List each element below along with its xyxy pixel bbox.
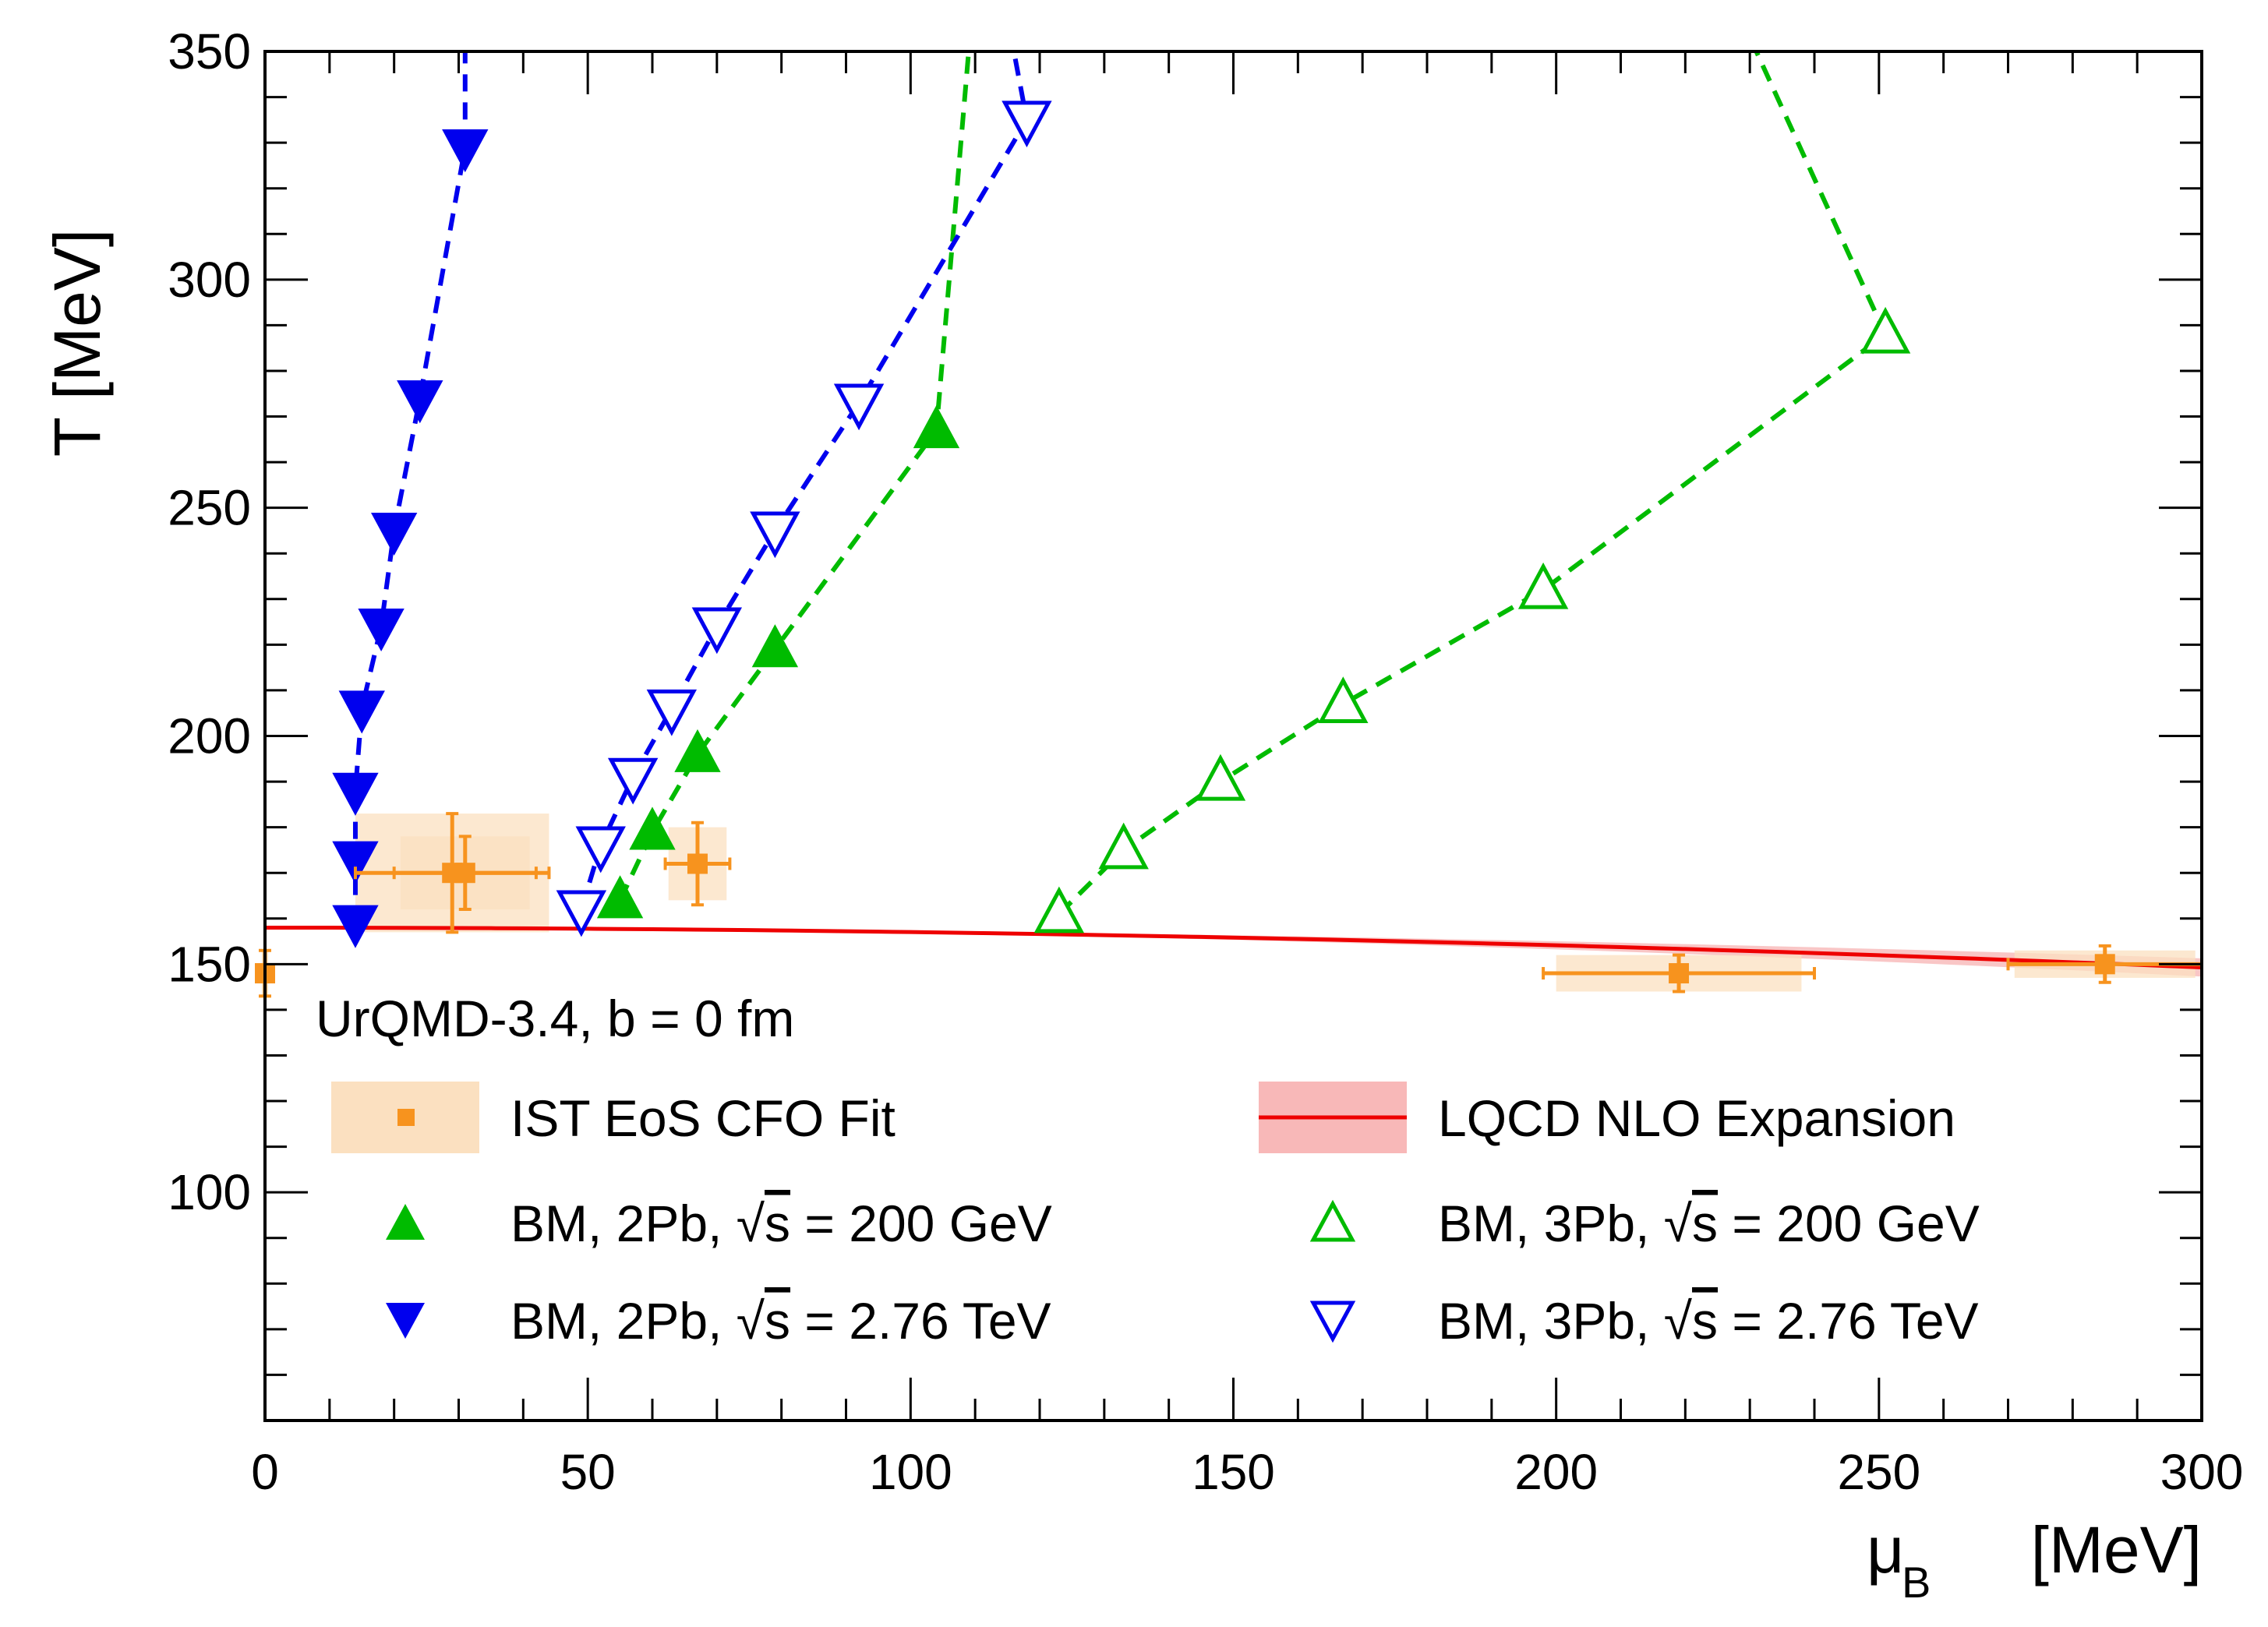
x-tick-label: 150 — [1192, 1444, 1275, 1500]
series-marker — [358, 608, 404, 652]
legend-label-bm2pb-276: BM, 2Pb, √s = 2.76 TeV — [510, 1292, 1051, 1350]
data-markers — [255, 101, 2203, 998]
legend-marker-bm3pb-200 — [1309, 1199, 1356, 1242]
x-tick-label: 300 — [2160, 1444, 2244, 1500]
series-marker — [575, 826, 626, 873]
legend-label-bm2pb-200: BM, 2Pb, √s = 200 GeV — [510, 1195, 1052, 1252]
series-marker — [332, 772, 379, 816]
series-marker — [1318, 676, 1369, 724]
series-marker — [338, 690, 385, 734]
series-marker — [1033, 886, 1085, 933]
series-marker — [596, 875, 644, 919]
series-marker — [629, 806, 676, 850]
series-marker — [1517, 562, 1569, 609]
y-tick-label: 300 — [168, 252, 251, 308]
series-marker — [913, 404, 960, 449]
fit-marker — [454, 863, 475, 884]
legend-label-bm3pb-200: BM, 3Pb, √s = 200 GeV — [1438, 1195, 1980, 1252]
series-marker — [332, 905, 379, 948]
series-marker — [332, 841, 379, 884]
legend-marker-bm2pb-200 — [386, 1204, 425, 1240]
y-tick-label: 250 — [168, 480, 251, 536]
series-marker — [833, 383, 885, 431]
series-line — [352, 51, 468, 923]
series-marker — [750, 511, 800, 559]
series-marker — [1195, 754, 1246, 801]
series-marker — [370, 512, 418, 556]
series-marker — [1098, 822, 1149, 870]
legend-label-bm3pb-276: BM, 3Pb, √s = 2.76 TeV — [1438, 1292, 1979, 1350]
series-marker — [442, 129, 489, 173]
annotation-text: UrQMD-3.4, b = 0 fm — [316, 990, 794, 1047]
series-marker — [1860, 306, 1911, 354]
series-marker — [646, 689, 698, 736]
legend: IST EoS CFO Fit LQCD NLO Expansion BM, 2… — [331, 1082, 1980, 1350]
legend-label-lqcd: LQCD NLO Expansion — [1438, 1089, 1955, 1147]
series-marker — [751, 624, 799, 668]
y-tick-label: 150 — [168, 936, 251, 992]
axes: 0 50 100 150 200 250 300 100 150 200 250 300 350 — [168, 23, 2243, 1500]
series-marker — [691, 607, 743, 655]
fit-marker — [1669, 963, 1690, 984]
series-marker — [397, 380, 443, 424]
x-axis-label-mu: μ — [1867, 1513, 1904, 1586]
y-axis-title: T [MeV] — [41, 229, 114, 457]
y-tick-label: 200 — [168, 708, 251, 764]
series-marker — [607, 757, 659, 805]
lqcd-curve — [264, 925, 2203, 970]
series-marker — [1002, 101, 1052, 148]
series-marker — [674, 729, 721, 772]
x-axis-title: μ B [MeV] — [1867, 1513, 2202, 1607]
legend-label-fit: IST EoS CFO Fit — [510, 1089, 896, 1147]
x-tick-label: 0 — [251, 1444, 279, 1500]
x-axis-label-sub: B — [1902, 1558, 1931, 1607]
fit-marker — [687, 853, 708, 874]
legend-swatch-fit-marker — [397, 1109, 415, 1126]
series-marker — [556, 890, 607, 937]
fit-marker — [2094, 954, 2115, 975]
x-tick-label: 100 — [869, 1444, 952, 1500]
y-tick-label: 100 — [168, 1164, 251, 1220]
x-tick-label: 200 — [1514, 1444, 1598, 1500]
y-axis-label: T [MeV] — [41, 229, 114, 457]
x-tick-label: 50 — [560, 1444, 616, 1500]
legend-marker-bm2pb-276 — [386, 1303, 425, 1339]
x-tick-label: 250 — [1837, 1444, 1920, 1500]
legend-marker-bm3pb-276 — [1309, 1301, 1356, 1343]
x-axis-label-unit: [MeV] — [2031, 1513, 2202, 1586]
y-tick-label: 350 — [168, 23, 251, 79]
